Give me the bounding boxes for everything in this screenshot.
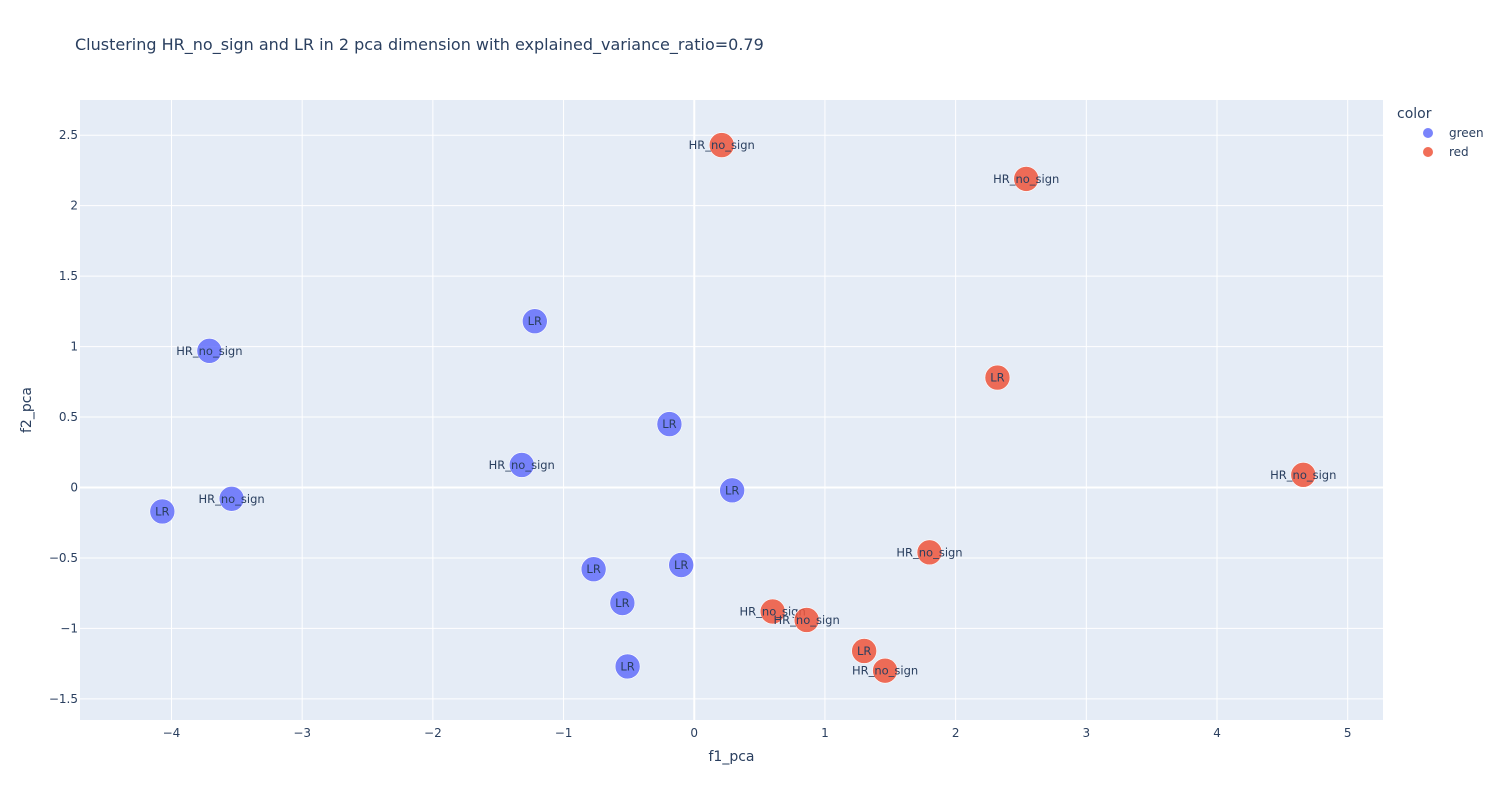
y-tick-label: 2.5 xyxy=(59,128,78,142)
scatter-point[interactable] xyxy=(196,338,223,364)
point-label: HR_no_sign xyxy=(774,613,840,627)
scatter-point[interactable] xyxy=(508,452,535,478)
point-label: LR xyxy=(725,483,739,497)
x-axis-title: f1_pca xyxy=(709,749,755,765)
legend-item-red[interactable]: red xyxy=(1423,145,1469,159)
point-label: LR xyxy=(674,558,688,572)
x-tick-label: 5 xyxy=(1344,726,1352,740)
legend: color green red xyxy=(1397,106,1484,159)
series-red: HR_no_signHR_no_signLRHR_no_signHR_no_si… xyxy=(689,132,1336,684)
x-tick-labels: −4 −3 −2 −1 0 1 2 3 4 5 xyxy=(163,726,1352,740)
plot-area[interactable] xyxy=(80,100,1383,720)
point-label: LR xyxy=(586,562,600,576)
point-label: LR xyxy=(662,417,676,431)
point-label: LR xyxy=(620,659,634,673)
scatter-point[interactable] xyxy=(149,498,176,525)
x-tick-label: 4 xyxy=(1213,726,1221,740)
x-tick-label: 3 xyxy=(1083,726,1091,740)
point-label: HR_no_sign xyxy=(689,138,755,152)
scatter-point[interactable] xyxy=(1013,166,1040,192)
scatter-point[interactable] xyxy=(916,539,943,566)
scatter-point[interactable] xyxy=(759,598,786,625)
data-points: LR HR_no_sign LR HR_no_sign LR HR_no_sign LR LR… xyxy=(149,132,1336,684)
point-label: LR xyxy=(990,371,1004,385)
point-label: LR xyxy=(528,314,542,328)
x-tick-label: 2 xyxy=(952,726,960,740)
legend-marker xyxy=(1423,128,1433,138)
y-tick-label: 0 xyxy=(70,481,78,495)
legend-title: color xyxy=(1397,106,1432,122)
scatter-point[interactable] xyxy=(218,485,245,512)
x-tick-label: −2 xyxy=(424,726,442,740)
point-label: HR_no_sign xyxy=(198,492,264,506)
scatter-point[interactable] xyxy=(656,411,683,437)
point-label: HR_no_sign xyxy=(1270,468,1336,482)
point-label: LR xyxy=(857,644,871,658)
legend-label: green xyxy=(1449,126,1484,140)
scatter-point[interactable] xyxy=(708,132,735,158)
legend-marker xyxy=(1423,147,1433,157)
x-tick-label: −1 xyxy=(555,726,573,740)
y-tick-label: −0.5 xyxy=(49,551,78,565)
scatter-point[interactable] xyxy=(580,556,607,583)
scatter-point[interactable] xyxy=(614,653,641,680)
scatter-point[interactable] xyxy=(609,590,636,616)
x-tick-label: −4 xyxy=(163,726,181,740)
x-tick-label: 0 xyxy=(690,726,698,740)
x-tick-label: 1 xyxy=(821,726,829,740)
y-tick-label: 1 xyxy=(70,340,78,354)
point-label: HR_no_sign xyxy=(740,605,806,619)
scatter-point[interactable] xyxy=(719,477,745,504)
y-tick-labels: −1.5 −1 −0.5 0 0.5 1 1.5 2 2.5 xyxy=(49,128,78,706)
point-label: HR_no_sign xyxy=(489,458,555,472)
point-label: HR_no_sign xyxy=(896,545,962,559)
point-label: LR xyxy=(155,504,169,518)
y-tick-label: 0.5 xyxy=(59,410,78,424)
scatter-point[interactable] xyxy=(872,657,898,684)
scatter-point[interactable] xyxy=(984,364,1011,391)
scatter-point[interactable] xyxy=(1290,462,1317,488)
legend-label: red xyxy=(1449,145,1469,159)
point-label: HR_no_sign xyxy=(176,344,242,358)
y-tick-label: −1 xyxy=(60,621,78,635)
scatter-point[interactable] xyxy=(793,607,820,633)
scatter-point[interactable] xyxy=(668,552,694,578)
point-label: HR_no_sign xyxy=(993,172,1059,186)
x-tick-label: −3 xyxy=(293,726,311,740)
legend-item-green[interactable]: green xyxy=(1423,126,1484,140)
scatter-point[interactable] xyxy=(851,638,877,664)
point-label: LR xyxy=(615,596,629,610)
y-tick-label: 1.5 xyxy=(59,269,78,283)
scatter-point[interactable] xyxy=(522,308,548,335)
y-axis-title: f2_pca xyxy=(19,387,35,433)
chart-title: Clustering HR_no_sign and LR in 2 pca di… xyxy=(75,35,764,55)
point-label: HR_no_sign xyxy=(852,664,918,678)
y-tick-label: −1.5 xyxy=(49,692,78,706)
y-tick-label: 2 xyxy=(70,199,78,213)
series-green: LR HR_no_sign LR HR_no_sign LR HR_no_sign LR LR… xyxy=(149,308,745,680)
